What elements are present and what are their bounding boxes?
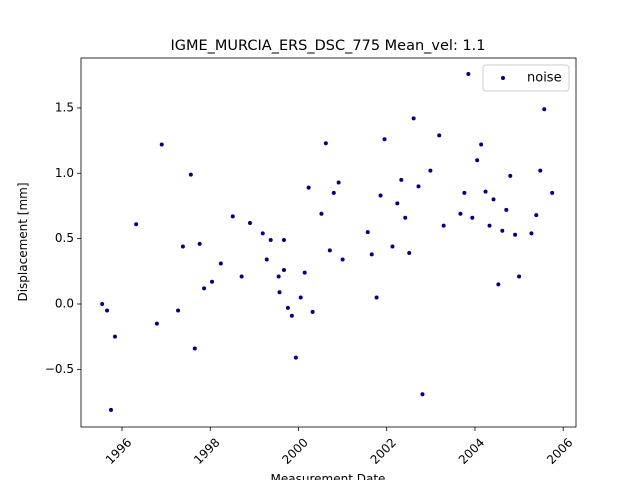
point xyxy=(247,220,252,225)
legend-label: noise xyxy=(527,71,562,86)
point xyxy=(513,232,518,237)
point xyxy=(407,251,412,256)
point xyxy=(268,237,273,242)
point xyxy=(293,355,298,360)
y-tick-label: −0.5 xyxy=(45,362,74,376)
point xyxy=(105,308,110,313)
point xyxy=(331,190,336,195)
point xyxy=(180,244,185,249)
point xyxy=(281,237,286,242)
point xyxy=(365,230,370,235)
point xyxy=(277,290,282,295)
point xyxy=(496,282,501,287)
point xyxy=(403,215,408,220)
point xyxy=(395,201,400,206)
point xyxy=(542,107,547,112)
point xyxy=(340,257,345,262)
chart-title: IGME_MURCIA_ERS_DSC_775 Mean_vel: 1.1 xyxy=(170,38,485,54)
point xyxy=(154,321,159,326)
point xyxy=(202,286,207,291)
legend-marker xyxy=(501,76,505,80)
point xyxy=(508,173,513,178)
x-tick-label: 2006 xyxy=(544,435,575,466)
point xyxy=(378,193,383,198)
point xyxy=(466,71,471,76)
point xyxy=(534,213,539,218)
point xyxy=(176,308,181,313)
point xyxy=(276,274,281,279)
point xyxy=(428,168,433,173)
point xyxy=(529,231,534,236)
y-tick-label: 1.0 xyxy=(55,166,74,180)
y-axis-label: Displacement [mm] xyxy=(16,182,30,301)
point xyxy=(192,346,197,351)
point xyxy=(336,180,341,185)
point xyxy=(487,223,492,228)
point xyxy=(538,168,543,173)
point xyxy=(374,295,379,300)
x-tick-label: 1998 xyxy=(191,435,222,466)
point xyxy=(500,228,505,233)
point xyxy=(289,313,294,318)
point xyxy=(420,392,425,397)
point xyxy=(264,257,269,262)
point xyxy=(197,241,202,246)
point xyxy=(550,190,555,195)
point xyxy=(218,261,223,266)
point xyxy=(260,231,265,236)
point xyxy=(470,215,475,220)
y-tick-label: 0.0 xyxy=(55,297,74,311)
x-tick-label: 2000 xyxy=(279,435,310,466)
point xyxy=(323,141,328,146)
point xyxy=(159,142,164,147)
x-tick-label: 1996 xyxy=(103,435,134,466)
point xyxy=(475,158,480,163)
point xyxy=(302,270,307,275)
point xyxy=(517,274,522,279)
point xyxy=(458,211,463,216)
point xyxy=(112,334,117,339)
point xyxy=(210,279,215,284)
point xyxy=(239,274,244,279)
point xyxy=(285,305,290,310)
point xyxy=(416,184,421,189)
y-tick-label: 0.5 xyxy=(55,231,74,245)
point xyxy=(437,133,442,138)
point xyxy=(399,177,404,182)
point xyxy=(462,190,467,195)
point xyxy=(109,407,113,412)
point xyxy=(441,223,446,228)
point xyxy=(134,222,139,227)
point xyxy=(310,309,315,314)
point xyxy=(100,302,105,306)
point xyxy=(382,137,387,142)
y-tick-label: 1.5 xyxy=(55,100,74,114)
point xyxy=(483,189,488,194)
plot-frame xyxy=(80,57,577,428)
point xyxy=(369,252,374,257)
legend-box xyxy=(482,64,570,92)
x-tick-label: 2004 xyxy=(456,435,487,466)
point xyxy=(390,244,395,249)
x-axis-label: Measurement Date xyxy=(271,472,386,480)
x-tick-label: 2002 xyxy=(368,435,399,466)
point xyxy=(298,295,303,300)
point xyxy=(319,211,324,216)
point xyxy=(479,142,484,147)
point xyxy=(306,185,311,190)
point xyxy=(411,116,416,121)
point xyxy=(491,197,496,202)
point xyxy=(281,268,286,273)
point xyxy=(188,172,193,177)
point xyxy=(230,214,235,219)
point xyxy=(327,248,332,253)
point xyxy=(504,207,509,212)
